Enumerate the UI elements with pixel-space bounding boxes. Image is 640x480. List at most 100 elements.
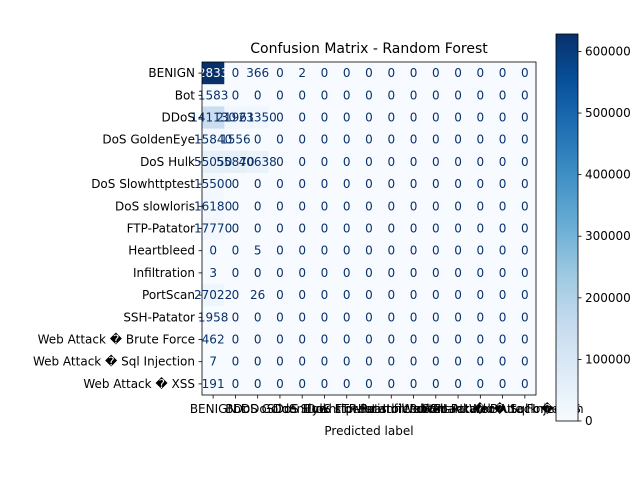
cell-value-label: 0 — [454, 377, 462, 391]
colorbar-tick-label: 500000 — [585, 106, 631, 120]
heatmap-cell — [446, 195, 470, 218]
heatmap-cell — [224, 173, 247, 196]
heatmap-cell — [357, 128, 381, 152]
cell-value-label: 7 — [209, 355, 217, 369]
cell-value-label: 21961 — [216, 111, 254, 125]
heatmap-cell — [313, 195, 336, 218]
heatmap-cell — [268, 62, 292, 85]
cell-value-label: 0 — [454, 333, 462, 347]
heatmap-cell — [491, 106, 515, 129]
x-tick-label: Web Attack � Brute Force — [402, 402, 559, 416]
heatmap-cell — [402, 239, 426, 263]
heatmap-cell — [291, 261, 314, 285]
cell-value-label: 0 — [521, 133, 529, 147]
cell-value-label: 0 — [232, 177, 240, 191]
heatmap-cell — [313, 239, 336, 263]
cell-value-label: 0 — [454, 133, 462, 147]
heatmap-cell — [402, 62, 426, 85]
cell-value-label: 628338 — [190, 66, 236, 80]
heatmap-cell — [335, 150, 359, 174]
heatmap-cell — [335, 62, 359, 85]
heatmap-cell — [335, 84, 359, 107]
heatmap-cell — [202, 372, 225, 396]
cell-value-label: 0 — [499, 66, 507, 80]
heatmap-cell — [380, 284, 403, 307]
heatmap-cell — [291, 84, 314, 107]
heatmap-cell — [357, 173, 381, 196]
heatmap-cell — [335, 173, 359, 196]
cell-value-label: 0 — [477, 177, 485, 191]
heatmap-cell — [424, 84, 448, 107]
cell-value-label: 0 — [499, 244, 507, 258]
cell-value-label: 0 — [321, 177, 329, 191]
x-tick-label: DoS GoldenEye — [234, 402, 327, 416]
cell-value-label: 0 — [499, 199, 507, 213]
cell-value-label: 40638 — [239, 155, 277, 169]
x-tick-label: Infiltration — [383, 402, 445, 416]
heatmap-cell — [202, 328, 225, 351]
heatmap-cell — [224, 239, 247, 263]
heatmap-cell — [357, 372, 381, 396]
cell-value-label: 0 — [521, 155, 529, 169]
heatmap-cell — [469, 328, 492, 351]
colorbar-tick-label: 200000 — [585, 291, 631, 305]
heatmap-cell — [291, 306, 314, 329]
cell-value-label: 0 — [365, 155, 373, 169]
heatmap-cell — [469, 195, 492, 218]
cell-value-label: 0 — [521, 355, 529, 369]
heatmap-cell — [491, 306, 515, 329]
x-tick-label: DoS Slowhttptest — [273, 402, 377, 416]
cell-value-label: 27022 — [194, 288, 232, 302]
cell-value-label: 0 — [410, 155, 418, 169]
heatmap-cell — [380, 306, 403, 329]
cell-value-label: 23350 — [239, 111, 277, 125]
heatmap-cell — [246, 239, 270, 263]
cell-value-label: 0 — [343, 133, 351, 147]
heatmap-cell — [513, 195, 537, 218]
heatmap-cell — [268, 195, 292, 218]
heatmap-cell — [291, 173, 314, 196]
cell-value-label: 0 — [232, 244, 240, 258]
cell-value-label: 0 — [232, 333, 240, 347]
cell-value-label: 0 — [321, 377, 329, 391]
cell-value-label: 0 — [410, 266, 418, 280]
heatmap-cell — [246, 284, 270, 307]
cell-value-label: 0 — [454, 355, 462, 369]
heatmap-cell — [268, 150, 292, 174]
heatmap-cell — [402, 284, 426, 307]
cell-value-label: 0 — [343, 288, 351, 302]
cell-value-label: 0 — [276, 199, 284, 213]
heatmap-cell — [357, 106, 381, 129]
heatmap-cell — [513, 84, 537, 107]
cell-value-label: 0 — [254, 133, 262, 147]
cell-value-label: 0 — [232, 88, 240, 102]
cell-value-label: 0 — [454, 266, 462, 280]
heatmap-cell — [246, 173, 270, 196]
cell-value-label: 0 — [254, 177, 262, 191]
cell-value-label: 0 — [432, 177, 440, 191]
heatmap-cell — [335, 350, 359, 374]
cell-value-label: 0 — [343, 66, 351, 80]
heatmap-cell — [268, 350, 292, 374]
x-tick-label: Bot — [225, 402, 246, 416]
cell-value-label: 0 — [321, 266, 329, 280]
heatmap-cell — [513, 150, 537, 174]
cell-value-label: 0 — [499, 111, 507, 125]
heatmap-cell — [380, 106, 403, 129]
x-tick-label: Web Attack � Sql Injection — [422, 402, 584, 416]
cell-value-label: 0 — [499, 155, 507, 169]
cell-value-label: 15840 — [194, 133, 232, 147]
heatmap-cell — [313, 261, 336, 285]
heatmap-cell — [491, 195, 515, 218]
heatmap-cell — [446, 306, 470, 329]
heatmap-cell — [402, 150, 426, 174]
heatmap-cell — [380, 84, 403, 107]
heatmap-cell — [513, 128, 537, 152]
cell-value-label: 0 — [276, 155, 284, 169]
cell-value-label: 0 — [454, 244, 462, 258]
heatmap-cell — [246, 62, 270, 85]
heatmap-cell — [268, 128, 292, 152]
cell-value-label: 0 — [254, 222, 262, 236]
cell-value-label: 0 — [232, 355, 240, 369]
heatmap-cell — [424, 372, 448, 396]
